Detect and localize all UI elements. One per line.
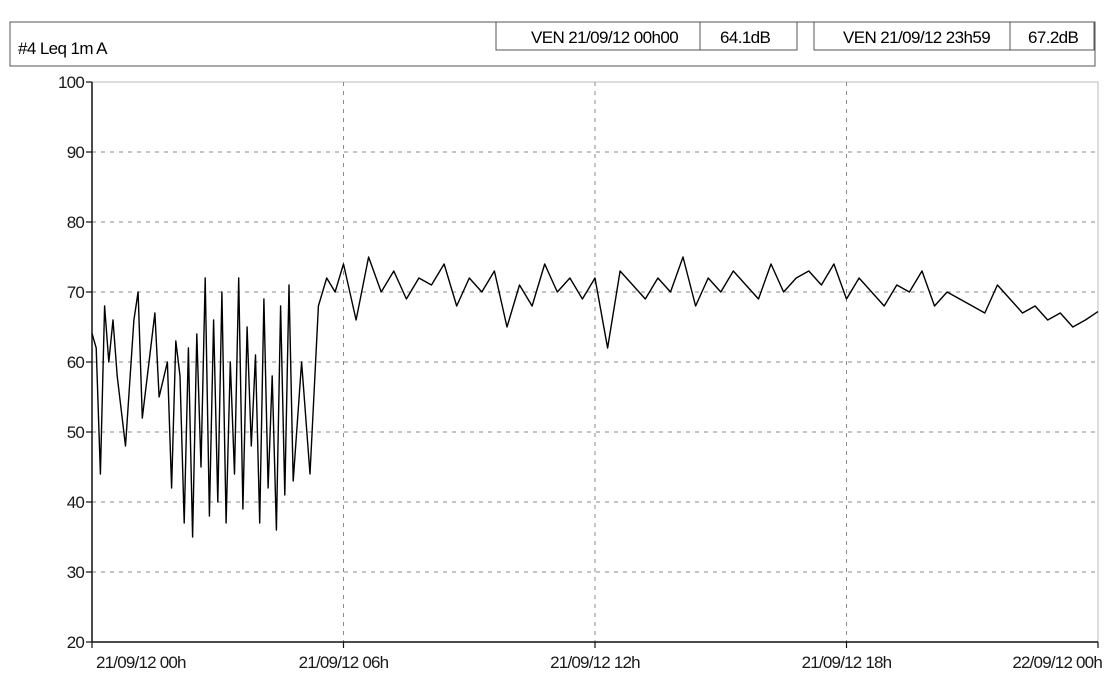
y-tick-label: 60 xyxy=(67,353,85,372)
header-start-value: 64.1dB xyxy=(720,28,771,47)
header-start-label: VEN 21/09/12 00h00 xyxy=(531,28,678,47)
x-tick-label: 21/09/12 06h xyxy=(299,653,389,672)
y-axis: 100 90 80 70 60 50 40 30 20 xyxy=(58,73,93,652)
series-group xyxy=(91,256,1099,538)
x-tick-label: 21/09/12 12h xyxy=(550,653,640,672)
grid-lines xyxy=(92,82,1098,642)
y-tick-label: 20 xyxy=(67,633,85,652)
x-tick-label: 21/09/12 18h xyxy=(802,653,892,672)
chart-header: #4 Leq 1m A VEN 21/09/12 00h00 64.1dB VE… xyxy=(9,21,1096,67)
y-tick-label: 30 xyxy=(67,563,85,582)
y-tick-label: 50 xyxy=(67,423,85,442)
y-tick-label: 100 xyxy=(58,73,84,92)
y-tick-label: 40 xyxy=(67,493,85,512)
y-tick-label: 70 xyxy=(67,283,85,302)
y-tick-label: 80 xyxy=(67,213,85,232)
header-start-value-box xyxy=(699,21,798,51)
series-line xyxy=(91,256,1099,538)
y-tick-label: 90 xyxy=(67,143,85,162)
chart-title: #4 Leq 1m A xyxy=(18,39,108,58)
header-end-value: 67.2dB xyxy=(1028,28,1079,47)
x-tick-label: 22/09/12 00h xyxy=(1012,653,1102,672)
header-start-label-box xyxy=(495,21,701,51)
header-end-label: VEN 21/09/12 23h59 xyxy=(843,28,990,47)
x-axis: 21/09/12 00h 21/09/12 06h 21/09/12 12h 21/0… xyxy=(91,641,1103,672)
header-end-value-box xyxy=(1009,21,1095,51)
x-tick-label: 21/09/12 00h xyxy=(96,653,186,672)
